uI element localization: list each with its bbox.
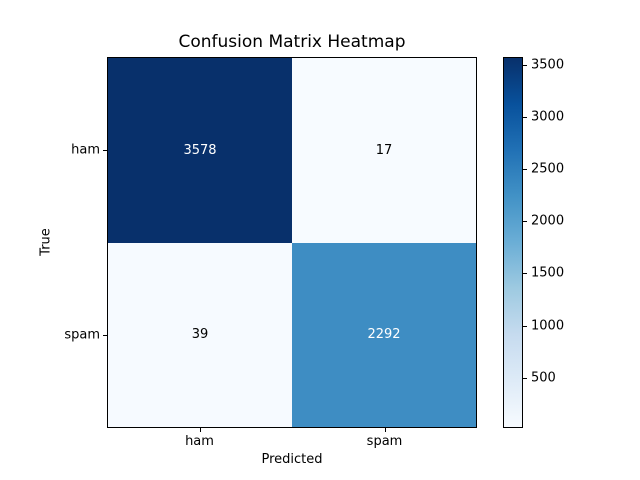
colorbar xyxy=(503,57,523,428)
colorbar-tick-label: 1500 xyxy=(531,265,565,281)
colorbar-tick-label: 2500 xyxy=(531,161,565,177)
colorbar-tick-label: 3500 xyxy=(531,57,565,73)
colorbar-tick-mark xyxy=(523,117,527,119)
colorbar-tick-mark xyxy=(523,325,527,327)
x-tick-mark xyxy=(384,428,386,432)
heatmap-cell: 17 xyxy=(292,58,476,243)
heatmap-axes: 3578 17 39 2292 xyxy=(107,57,477,428)
colorbar-tick-label: 1000 xyxy=(531,318,565,334)
heatmap-grid: 3578 17 39 2292 xyxy=(108,58,476,427)
x-tick-label: spam xyxy=(366,434,403,449)
chart-title: Confusion Matrix Heatmap xyxy=(178,32,406,52)
heatmap-cell: 3578 xyxy=(108,58,292,243)
y-tick-mark xyxy=(103,335,107,337)
colorbar-tick-mark xyxy=(523,65,527,67)
heatmap-cell: 2292 xyxy=(292,242,476,427)
colorbar-tick-mark xyxy=(523,273,527,275)
x-tick-label: ham xyxy=(185,434,214,449)
colorbar-tick-mark xyxy=(523,169,527,171)
colorbar-tick-label: 3000 xyxy=(531,109,565,125)
y-tick-label: spam xyxy=(64,327,100,343)
x-tick-mark xyxy=(199,428,201,432)
y-tick-label: ham xyxy=(71,142,100,158)
y-axis-label: True xyxy=(38,228,54,256)
colorbar-tick-mark xyxy=(523,221,527,223)
colorbar-tick-label: 2000 xyxy=(531,213,565,229)
colorbar-tick-label: 500 xyxy=(531,370,556,386)
colorbar-tick-mark xyxy=(523,377,527,379)
y-tick-mark xyxy=(103,149,107,151)
x-axis-label: Predicted xyxy=(261,452,323,467)
heatmap-cell: 39 xyxy=(108,242,292,427)
